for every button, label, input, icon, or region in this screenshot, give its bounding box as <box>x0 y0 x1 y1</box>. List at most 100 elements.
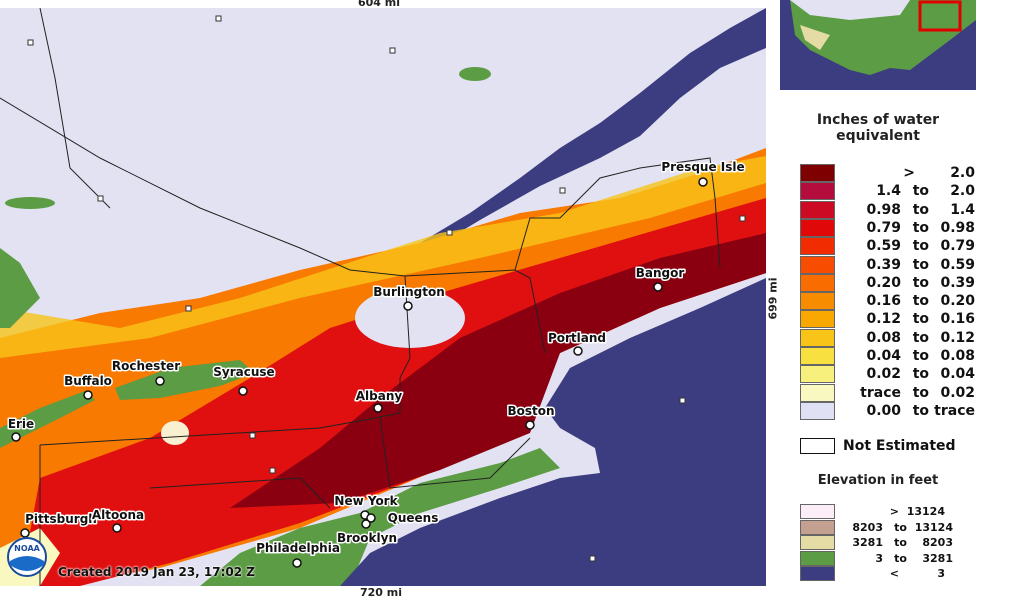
scale-label: 699 mi <box>766 277 780 320</box>
legend-label: 0.00 <box>866 402 901 419</box>
lake <box>5 197 55 209</box>
legend-label: 0.08 <box>940 348 975 364</box>
scale-label: 720 mi <box>360 586 403 599</box>
legend-label: 0.16 <box>866 293 901 310</box>
logo-text: NOAA <box>14 544 40 553</box>
legend-row: 8203 to 13124 <box>800 519 953 535</box>
legend-label: to <box>894 536 907 549</box>
legend-swatch <box>800 535 835 550</box>
legend-row: 0.39 to 0.59 <box>800 255 975 274</box>
city-label: Boston <box>507 404 554 418</box>
legend-label: 1.4 <box>876 183 901 200</box>
legend-row: 0.98 to 1.4 <box>800 200 975 219</box>
legend-label: 2.0 <box>950 165 975 181</box>
legend-label: 0.12 <box>940 329 975 346</box>
legend-swatch <box>800 550 835 566</box>
legend-label: 1.4 <box>950 201 975 218</box>
city-label: Bangor <box>636 266 685 280</box>
legend-label: 0.04 <box>940 366 975 383</box>
legend-row: trace to 0.02 <box>800 383 975 402</box>
city-marker <box>653 282 663 292</box>
legend-swatch <box>800 347 835 365</box>
legend-row: 0.79 to 0.98 <box>800 218 975 237</box>
legend-label: 0.98 <box>940 219 975 236</box>
legend-swatch <box>800 237 835 256</box>
legend-swatch <box>800 383 835 402</box>
legend-label: > <box>889 505 899 518</box>
city-marker <box>112 523 122 533</box>
legend-row: 0.59 to 0.79 <box>800 237 975 256</box>
city-label: New York <box>334 494 398 508</box>
lake-huron <box>0 248 40 328</box>
ocean <box>340 278 766 586</box>
legend-label: 0.02 <box>940 384 975 401</box>
legend-label: 0.20 <box>940 293 975 310</box>
legend-label: 3281 <box>852 536 883 549</box>
city-marker <box>20 528 30 538</box>
city-label: Portland <box>548 331 606 345</box>
city-label: Rochester <box>112 359 180 373</box>
city-marker <box>155 376 165 386</box>
legend-label: > <box>903 165 915 181</box>
legend-swatch <box>800 218 835 237</box>
station-markers <box>27 15 746 562</box>
legend-row: >2.0 <box>800 164 975 182</box>
legend-label: to <box>912 402 929 419</box>
city-label: Albany <box>356 389 403 403</box>
legend-row: 1.4 to 2.0 <box>800 182 975 201</box>
legend-row: 0.12 to 0.16 <box>800 310 975 329</box>
legend-label: 8203 <box>852 520 883 534</box>
legend-row: 0.16 to 0.20 <box>800 292 975 311</box>
city-label: Queens <box>388 511 439 525</box>
legend-label: 0.59 <box>866 238 901 255</box>
legend-swatch <box>800 182 835 201</box>
inset-map <box>780 0 976 90</box>
lake-erie <box>0 391 95 448</box>
legend-label: to <box>912 348 929 364</box>
legend-label: < <box>889 567 899 580</box>
city-marker <box>292 558 302 568</box>
noaa-logo: NOAA <box>7 537 47 577</box>
legend-label: to <box>912 329 929 346</box>
legend-label: to <box>894 520 907 534</box>
city-marker <box>698 177 708 187</box>
legend-label: to <box>912 219 929 236</box>
snow-free-area <box>355 288 465 348</box>
legend-row: 0.04 to 0.08 <box>800 347 975 365</box>
legend-label: 0.04 <box>866 348 901 364</box>
city-label: Erie <box>8 417 34 431</box>
legend-swatch <box>800 566 835 581</box>
legend-label: to <box>912 256 929 273</box>
legend-label: 0.79 <box>866 219 901 236</box>
legend-swatch <box>800 164 835 182</box>
city-marker <box>525 420 535 430</box>
city-marker <box>373 403 383 413</box>
legend-label: 0.16 <box>940 311 975 328</box>
city-marker <box>11 432 21 442</box>
city-label: Brooklyn <box>337 531 397 545</box>
legend-swatch <box>800 438 835 454</box>
legend-row: 3281 to 8203 <box>800 535 953 550</box>
river <box>390 8 766 270</box>
snow-band <box>230 233 766 508</box>
legend-label: to <box>912 238 929 255</box>
scale-label: 604 mi <box>358 0 401 9</box>
city-label: Altoona <box>92 508 144 522</box>
legend-label: 0.39 <box>940 274 975 291</box>
map <box>0 8 766 586</box>
legend-label: 0.08 <box>866 329 901 346</box>
legend-title: Inches of water equivalent <box>816 112 940 144</box>
legend-row: >13124 <box>800 504 945 519</box>
lake <box>459 67 491 81</box>
legend-label: to <box>912 311 929 328</box>
legend-swatch <box>800 292 835 311</box>
city-marker <box>238 386 248 396</box>
legend-label: 0.12 <box>866 311 901 328</box>
city-label: Buffalo <box>64 374 112 388</box>
legend-swatch <box>800 310 835 329</box>
legend-swatch <box>800 328 835 347</box>
legend: Inches of water equivalent >2.0 1.4 to 2.0 0… <box>780 112 976 581</box>
legend-label: trace <box>860 384 901 401</box>
legend-label: to <box>912 201 929 218</box>
